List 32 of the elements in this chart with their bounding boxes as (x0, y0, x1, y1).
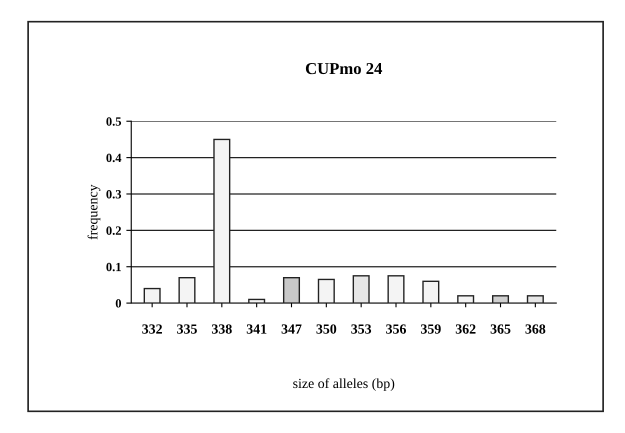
bar (526, 295, 544, 304)
x-axis-title: size of alleles (bp) (293, 378, 394, 391)
y-tick-label: 0.1 (106, 262, 121, 272)
bar (387, 275, 405, 304)
x-tick-label: 359 (420, 324, 441, 334)
x-tick-label: 341 (246, 324, 266, 334)
x-tick-label: 347 (282, 324, 302, 334)
bar (492, 295, 510, 304)
x-tick-label: 365 (490, 324, 510, 334)
bar (457, 295, 474, 304)
y-tick-label: 0.3 (106, 190, 122, 198)
y-tick-label: 0 (116, 299, 122, 308)
bar (178, 276, 196, 304)
x-tick-label: 350 (316, 324, 336, 334)
y-tick-label: 0.2 (106, 226, 121, 235)
y-axis-title: frequency (88, 184, 100, 240)
y-tick-label: 0.5 (106, 117, 122, 126)
bar (144, 288, 161, 304)
bar (422, 280, 440, 304)
x-tick-label: 332 (142, 324, 162, 334)
x-tick-label: 338 (212, 324, 232, 334)
x-tick-label: 335 (177, 324, 197, 334)
bar (248, 298, 266, 304)
x-tick-label: 353 (351, 324, 372, 334)
x-tick-label: 368 (525, 324, 546, 334)
bar (318, 278, 335, 304)
bar (352, 275, 370, 304)
y-tick-label: 0.4 (106, 154, 122, 162)
x-tick-label: 362 (456, 324, 476, 334)
x-tick-label: 356 (386, 324, 406, 334)
chart-title: CUPmo 24 (306, 62, 382, 74)
bar (282, 276, 300, 304)
